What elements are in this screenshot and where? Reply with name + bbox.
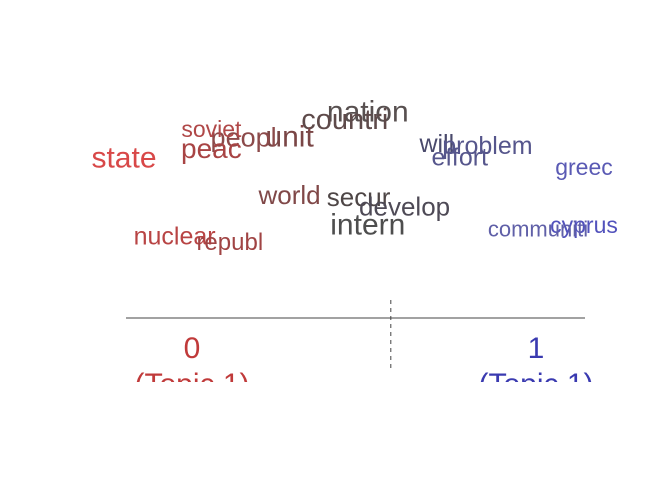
word-label: cyprus — [550, 212, 618, 238]
word-label: state — [91, 142, 156, 175]
word-label: effort — [432, 144, 489, 172]
word-label: will — [418, 130, 454, 158]
x-tick-label: 1 — [528, 332, 545, 365]
word-label: world — [258, 180, 321, 210]
word-label: nation — [327, 95, 409, 128]
word-label: republ — [196, 229, 263, 256]
word-label: develop — [359, 192, 450, 222]
x-tick-label: 0 — [184, 332, 201, 365]
word-label: peopl — [211, 122, 277, 152]
word-label: greec — [555, 154, 613, 180]
word-label: peac — [181, 133, 242, 164]
x-tick-sublabel: (Topic 1) — [478, 368, 593, 401]
word-label: secur — [327, 182, 391, 212]
word-label: countri — [301, 104, 388, 136]
word-label: nuclear — [134, 222, 216, 250]
word-label: communiti — [488, 217, 588, 242]
word-label: intern — [330, 209, 405, 242]
word-label: problem — [442, 132, 532, 160]
word-label: unit — [265, 120, 314, 153]
x-tick-sublabel: (Topic 1) — [134, 368, 249, 401]
word-label: soviet — [181, 116, 242, 142]
